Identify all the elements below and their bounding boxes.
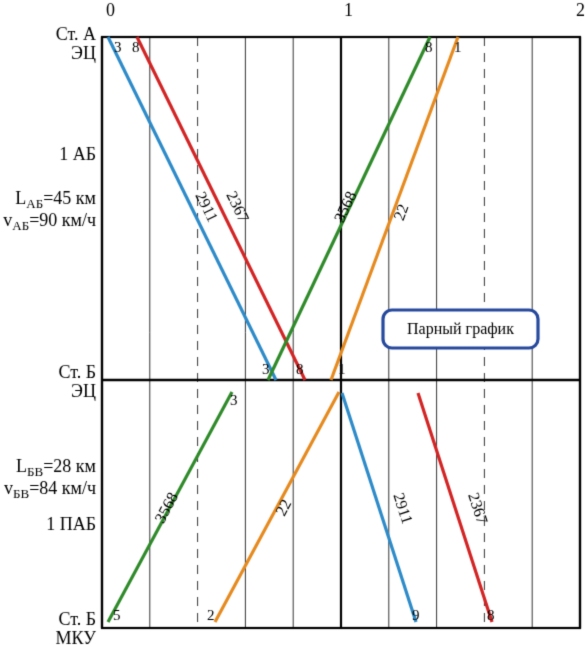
train-graph-canvas bbox=[0, 0, 585, 647]
